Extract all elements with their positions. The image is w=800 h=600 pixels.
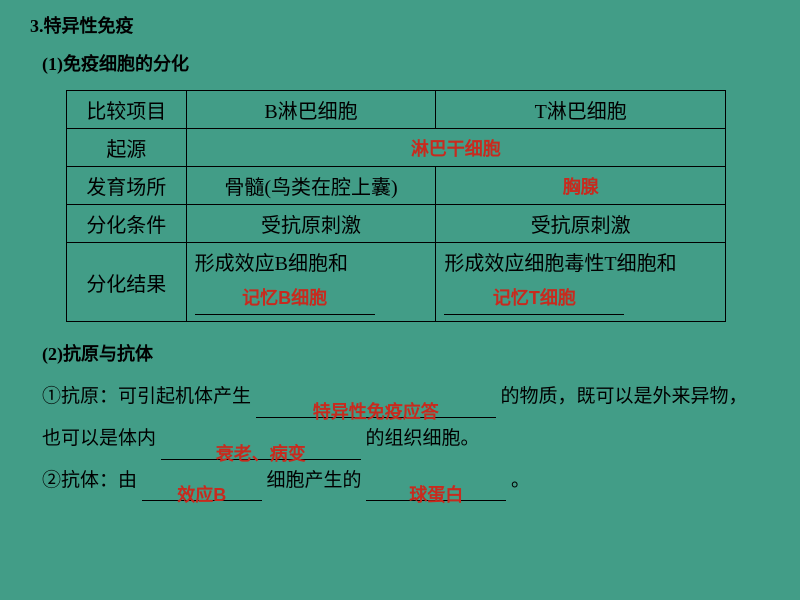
header-col2: B淋巴细胞: [186, 91, 436, 129]
condition-b: 受抗原刺激: [186, 205, 436, 243]
line1-prefix: ①抗原：可引起机体产生: [42, 386, 251, 407]
line2-suffix: 的组织细胞。: [366, 428, 480, 449]
blank-globulin: 球蛋白: [366, 475, 506, 501]
line3-end: 。: [511, 470, 530, 491]
answer-globulin: 球蛋白: [409, 485, 463, 505]
subsection-2: (2)抗原与抗体: [42, 340, 770, 366]
line3-mid: 细胞产生的: [267, 470, 362, 491]
blank-effector-cell: 效应B: [142, 475, 262, 501]
subsection-1: (1)免疫细胞的分化: [42, 50, 770, 76]
result-label: 分化结果: [67, 243, 187, 322]
blank-body-condition: 衰老、病变: [161, 434, 361, 460]
result-t-text: 形成效应细胞毒性T细胞和: [444, 247, 717, 276]
origin-label: 起源: [67, 129, 187, 167]
paragraph-block: ①抗原：可引起机体产生 特异性免疫应答 的物质，既可以是外来异物， 也可以是体内…: [42, 376, 770, 501]
header-col3: T淋巴细胞: [436, 91, 726, 129]
origin-row: 起源 淋巴干细胞: [67, 129, 726, 167]
develop-row: 发育场所 骨髓(鸟类在腔上囊) 胸腺: [67, 167, 726, 205]
header-col1: 比较项目: [67, 91, 187, 129]
result-t-cell: 形成效应细胞毒性T细胞和 记忆T细胞: [436, 243, 726, 322]
develop-t-answer: 胸腺: [563, 177, 599, 197]
comparison-table: 比较项目 B淋巴细胞 T淋巴细胞 起源 淋巴干细胞 发育场所 骨髓(鸟类在腔上囊…: [66, 90, 726, 322]
develop-label: 发育场所: [67, 167, 187, 205]
result-b-text: 形成效应B细胞和: [195, 247, 428, 276]
answer-body-condition: 衰老、病变: [216, 444, 306, 464]
origin-answer: 淋巴干细胞: [411, 139, 501, 159]
result-b-blank: 记忆B细胞: [195, 282, 375, 315]
section-heading: 3.特异性免疫: [30, 12, 770, 38]
result-t-blank: 记忆T细胞: [444, 282, 624, 315]
line3-prefix: ②抗体：由: [42, 470, 137, 491]
result-b-cell: 形成效应B细胞和 记忆B细胞: [186, 243, 436, 322]
condition-label: 分化条件: [67, 205, 187, 243]
condition-t: 受抗原刺激: [436, 205, 726, 243]
table-header-row: 比较项目 B淋巴细胞 T淋巴细胞: [67, 91, 726, 129]
line1-suffix: 的物质，既可以是外来异物，: [501, 386, 748, 407]
answer-antigen-response: 特异性免疫应答: [313, 402, 439, 422]
answer-effector-cell: 效应B: [177, 485, 226, 505]
origin-answer-cell: 淋巴干细胞: [186, 129, 725, 167]
condition-row: 分化条件 受抗原刺激 受抗原刺激: [67, 205, 726, 243]
develop-t-cell: 胸腺: [436, 167, 726, 205]
result-b-answer: 记忆B细胞: [242, 288, 327, 308]
result-t-answer: 记忆T细胞: [493, 288, 576, 308]
line2-prefix: 也可以是体内: [42, 428, 156, 449]
result-row: 分化结果 形成效应B细胞和 记忆B细胞 形成效应细胞毒性T细胞和 记忆T细胞: [67, 243, 726, 322]
blank-antigen-response: 特异性免疫应答: [256, 392, 496, 418]
develop-b: 骨髓(鸟类在腔上囊): [186, 167, 436, 205]
